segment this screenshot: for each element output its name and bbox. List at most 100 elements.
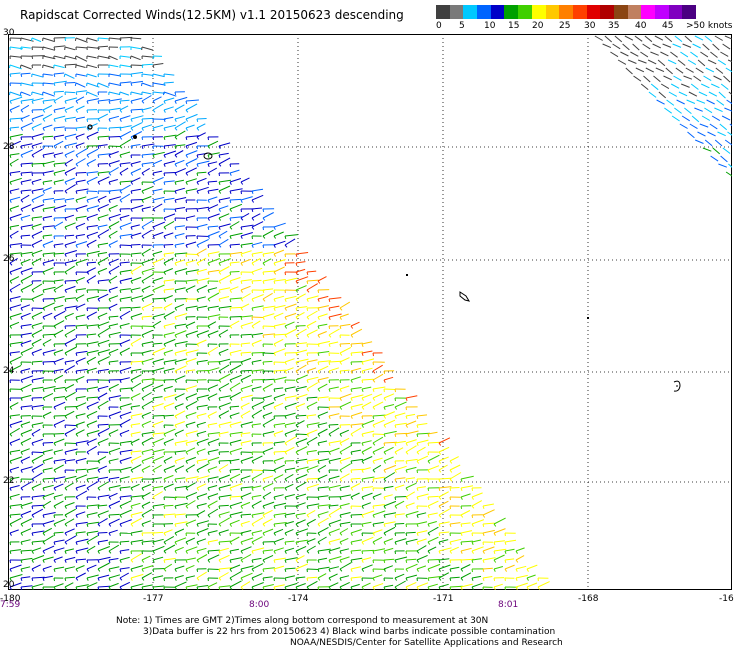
wind-barb-tick	[20, 217, 23, 221]
wind-barb	[141, 392, 152, 399]
wind-barb	[9, 504, 22, 507]
wind-barb-tick	[163, 163, 166, 167]
wind-barb	[662, 43, 672, 48]
wind-barb	[196, 277, 210, 282]
wind-barb-tick	[185, 244, 188, 248]
wind-barb	[108, 107, 121, 111]
wind-barb-tick	[416, 532, 419, 536]
wind-barb	[306, 477, 319, 480]
wind-barb-tick	[185, 226, 187, 231]
wind-barb-tick	[20, 136, 23, 141]
wind-barb-tick	[119, 361, 121, 365]
wind-barb-tick	[240, 262, 243, 266]
wind-barb-tick	[152, 253, 155, 257]
wind-barb	[449, 546, 459, 552]
wind-barb-tick	[108, 307, 112, 311]
wind-barb	[306, 414, 317, 417]
wind-barb	[141, 315, 153, 318]
wind-barb	[130, 144, 141, 147]
wind-barb-tick	[460, 577, 464, 581]
wind-barb	[185, 135, 199, 138]
wind-barb	[53, 401, 66, 408]
wind-barb	[207, 539, 218, 543]
wind-barb	[229, 169, 240, 174]
wind-barb	[185, 519, 197, 525]
wind-barb	[119, 323, 130, 327]
wind-barb-tick	[196, 577, 200, 581]
wind-barb	[394, 401, 407, 408]
wind-barb-tick	[97, 577, 100, 581]
wind-barb	[64, 391, 76, 399]
wind-barb-tick	[141, 145, 144, 149]
wind-barb	[141, 437, 153, 444]
wind-barb-tick	[416, 586, 419, 590]
wind-barb-tick	[130, 307, 133, 312]
wind-barb	[284, 295, 297, 300]
wind-barb	[687, 131, 695, 139]
wind-barb-tick	[130, 325, 132, 330]
wind-barb-tick	[339, 487, 342, 491]
wind-barb-tick	[42, 172, 45, 176]
wind-barb-tick	[163, 370, 166, 374]
wind-barb	[163, 368, 175, 372]
wind-barb-tick	[163, 217, 166, 221]
wind-barb-tick	[130, 568, 133, 572]
wind-barb	[31, 307, 45, 309]
wind-barb	[229, 468, 240, 471]
wind-barb	[317, 377, 329, 381]
wind-barb	[42, 124, 53, 129]
wind-barb	[163, 394, 177, 399]
wind-barb	[152, 403, 164, 408]
wind-barb	[53, 349, 64, 354]
wind-barb-tick	[174, 343, 177, 347]
wind-barb	[64, 158, 73, 165]
wind-barb-tick	[42, 334, 45, 339]
wind-barb	[108, 265, 120, 273]
wind-barb-tick	[20, 487, 24, 491]
legend-swatch	[436, 5, 450, 19]
wind-barb-tick	[515, 568, 518, 572]
wind-barb-tick	[284, 559, 287, 563]
wind-barb-tick	[339, 424, 342, 429]
wind-barb	[350, 529, 362, 534]
wind-barb-tick	[196, 181, 199, 185]
wind-barb	[86, 467, 99, 471]
wind-barb	[306, 295, 319, 300]
wind-barb	[405, 538, 418, 543]
wind-barb-tick	[163, 118, 166, 122]
wind-barb-tick	[97, 514, 101, 518]
wind-barb	[405, 510, 419, 516]
wind-barb	[163, 150, 177, 156]
wind-barb-tick	[196, 154, 199, 158]
wind-barb-tick	[207, 550, 210, 555]
wind-barb-tick	[251, 424, 254, 429]
wind-barb-tick	[262, 586, 265, 590]
wind-barb	[152, 313, 166, 318]
wind-barb	[174, 330, 187, 336]
wind-barb	[119, 55, 130, 58]
wind-barb	[130, 476, 143, 480]
wind-barb-tick	[64, 379, 66, 384]
wind-barb-tick	[185, 145, 188, 149]
wind-barb-tick	[262, 541, 265, 546]
wind-barb	[350, 576, 362, 579]
wind-barb	[86, 324, 99, 327]
wind-barb	[295, 342, 308, 345]
wind-barb-tick	[152, 370, 155, 374]
wind-barb	[251, 401, 265, 408]
wind-barb-tick	[174, 244, 177, 248]
wind-barb	[53, 458, 66, 462]
wind-barb	[141, 206, 151, 210]
wind-barb-tick	[141, 388, 145, 392]
wind-barb-tick	[130, 271, 134, 275]
wind-barb-tick	[262, 433, 265, 437]
wind-barb-tick	[229, 361, 231, 366]
wind-barb-tick	[86, 334, 89, 339]
wind-barb-tick	[20, 235, 23, 240]
wind-barb	[42, 312, 53, 318]
wind-barb	[383, 538, 393, 543]
wind-barb-tick	[229, 325, 233, 329]
wind-barb	[207, 258, 220, 264]
wind-barb	[9, 96, 23, 102]
wind-barb	[273, 474, 284, 480]
